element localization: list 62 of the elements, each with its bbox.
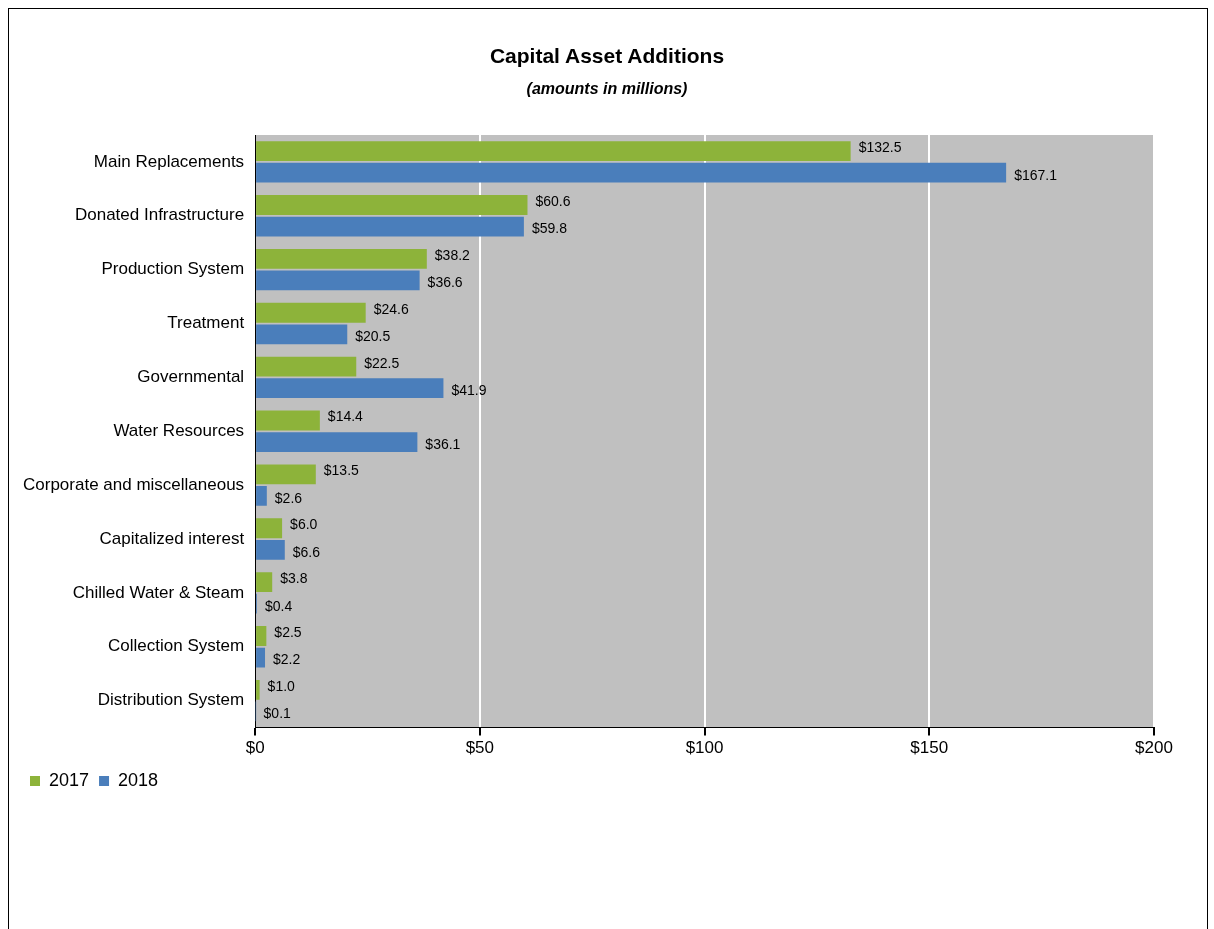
data-label: $2.2: [273, 651, 301, 668]
chart-subtitle: (amounts in millions): [525, 80, 689, 98]
y-tick-label: Treatment: [167, 313, 245, 333]
data-label: $20.5: [355, 328, 391, 345]
bar: [256, 356, 357, 377]
bar: [256, 518, 283, 539]
bar: [256, 539, 285, 560]
bar: [256, 302, 366, 323]
chart-title: Capital Asset Additions: [488, 44, 726, 68]
data-label: $6.0: [290, 516, 318, 533]
bar: [256, 141, 851, 162]
data-label: $59.8: [531, 220, 568, 237]
y-tick-label: Production System: [101, 259, 245, 279]
data-label: $14.4: [327, 408, 364, 425]
bar: [256, 270, 420, 291]
x-tick-label: $50: [465, 738, 495, 758]
y-tick-label: Distribution System: [97, 690, 245, 710]
y-tick-label: Water Resources: [113, 420, 245, 440]
bar: [256, 216, 524, 237]
data-label: $3.8: [280, 570, 308, 586]
bar: [256, 410, 320, 431]
data-label: $6.6: [292, 543, 321, 560]
data-label: $36.6: [427, 274, 463, 291]
bar: [256, 324, 348, 345]
data-label: $41.9: [451, 382, 487, 399]
x-tick-label: $100: [685, 738, 724, 758]
bar: [256, 486, 267, 506]
legend-label: 2018: [118, 769, 159, 790]
y-tick-label: Collection System: [108, 636, 245, 656]
bar: [256, 162, 1007, 183]
bar: [256, 679, 260, 700]
y-tick-label: Governmental: [137, 367, 245, 387]
bar: [256, 626, 267, 646]
y-tick-label: Donated Infrastructure: [74, 205, 245, 225]
x-tick-label: $200: [1135, 738, 1173, 758]
data-label: $2.6: [274, 489, 303, 506]
bar: [256, 195, 528, 215]
data-label: $167.1: [1014, 166, 1058, 183]
x-tick-label: $150: [910, 738, 949, 758]
y-tick-label: Capitalized interest: [99, 528, 245, 548]
data-label: $36.1: [425, 435, 461, 452]
data-label: $38.2: [434, 246, 471, 263]
bar: [256, 432, 418, 452]
data-label: $0.4: [264, 597, 293, 614]
data-label: $60.6: [535, 192, 571, 209]
bar: [256, 572, 273, 593]
y-tick-label: Corporate and miscellaneous: [23, 474, 245, 494]
y-tick-label: Main Replacements: [93, 151, 245, 171]
bar: [256, 249, 427, 269]
bar: [256, 647, 266, 668]
data-label: $24.6: [373, 300, 409, 317]
legend-label: 2017: [49, 769, 90, 790]
bar: [256, 378, 444, 399]
data-label: $132.5: [858, 139, 902, 156]
data-label: $0.1: [263, 705, 292, 722]
data-label: $2.5: [274, 623, 302, 640]
data-label: $13.5: [323, 462, 360, 479]
data-label: $22.5: [364, 354, 400, 371]
x-tick-label: $0: [245, 738, 265, 758]
bar: [256, 464, 316, 485]
y-tick-label: Chilled Water & Steam: [72, 582, 245, 602]
data-label: $1.0: [267, 677, 296, 694]
